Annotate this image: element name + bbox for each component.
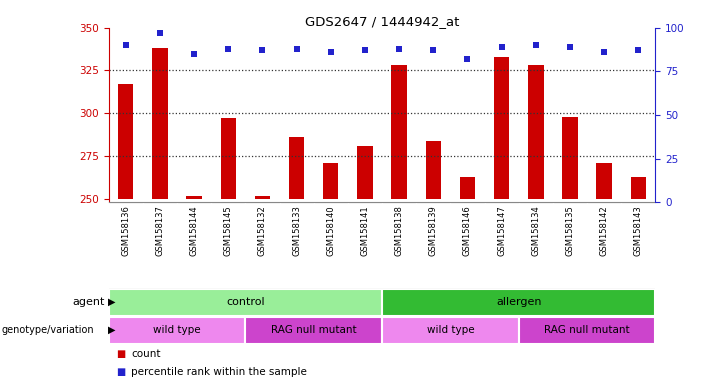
Text: GSM158135: GSM158135 — [566, 205, 575, 256]
Text: agent: agent — [73, 297, 105, 307]
Text: wild type: wild type — [427, 325, 474, 335]
Bar — [109, 317, 245, 344]
Bar — [426, 141, 441, 199]
Point — [393, 46, 404, 52]
Text: GSM158134: GSM158134 — [531, 205, 540, 256]
Bar — [391, 65, 407, 199]
Text: ■: ■ — [116, 366, 125, 377]
Bar — [382, 317, 519, 344]
Text: GSM158145: GSM158145 — [224, 205, 233, 256]
Bar — [562, 117, 578, 199]
Text: GDS2647 / 1444942_at: GDS2647 / 1444942_at — [305, 15, 459, 28]
Bar — [597, 163, 612, 199]
Text: GSM158132: GSM158132 — [258, 205, 267, 256]
Text: GSM158139: GSM158139 — [429, 205, 438, 256]
Point — [564, 44, 576, 50]
Bar — [519, 317, 655, 344]
Text: genotype/variation: genotype/variation — [1, 325, 94, 335]
Bar — [118, 84, 133, 199]
Bar — [152, 48, 168, 199]
Point — [291, 46, 302, 52]
Point — [360, 47, 371, 53]
Text: ■: ■ — [116, 349, 125, 359]
Text: ▶: ▶ — [108, 297, 116, 307]
Bar — [109, 289, 382, 316]
Bar — [528, 65, 543, 199]
Point — [496, 44, 508, 50]
Text: GSM158141: GSM158141 — [360, 205, 369, 256]
Point — [257, 47, 268, 53]
Text: GSM158133: GSM158133 — [292, 205, 301, 256]
Bar — [221, 118, 236, 199]
Text: GSM158146: GSM158146 — [463, 205, 472, 256]
Bar — [186, 195, 202, 199]
Bar — [631, 177, 646, 199]
Text: allergen: allergen — [496, 297, 541, 307]
Bar — [323, 163, 339, 199]
Bar — [382, 289, 655, 316]
Text: RAG null mutant: RAG null mutant — [544, 325, 630, 335]
Text: GSM158143: GSM158143 — [634, 205, 643, 256]
Point — [154, 30, 165, 36]
Text: GSM158147: GSM158147 — [497, 205, 506, 256]
Text: percentile rank within the sample: percentile rank within the sample — [131, 366, 307, 377]
Text: GSM158136: GSM158136 — [121, 205, 130, 256]
Point — [189, 51, 200, 57]
Bar — [358, 146, 373, 199]
Point — [120, 42, 131, 48]
Text: control: control — [226, 297, 265, 307]
Text: GSM158140: GSM158140 — [326, 205, 335, 256]
Bar — [245, 317, 382, 344]
Text: GSM158138: GSM158138 — [395, 205, 404, 256]
Point — [428, 47, 439, 53]
Point — [223, 46, 234, 52]
Text: GSM158137: GSM158137 — [156, 205, 165, 256]
Point — [633, 47, 644, 53]
Text: count: count — [131, 349, 161, 359]
Point — [530, 42, 541, 48]
Bar — [254, 195, 270, 199]
Text: GSM158144: GSM158144 — [189, 205, 198, 256]
Text: RAG null mutant: RAG null mutant — [271, 325, 357, 335]
Point — [462, 56, 473, 62]
Bar — [494, 57, 510, 199]
Bar — [460, 177, 475, 199]
Text: GSM158142: GSM158142 — [599, 205, 608, 256]
Point — [599, 49, 610, 55]
Text: ▶: ▶ — [108, 325, 116, 335]
Bar — [289, 137, 304, 199]
Text: wild type: wild type — [154, 325, 200, 335]
Point — [325, 49, 336, 55]
